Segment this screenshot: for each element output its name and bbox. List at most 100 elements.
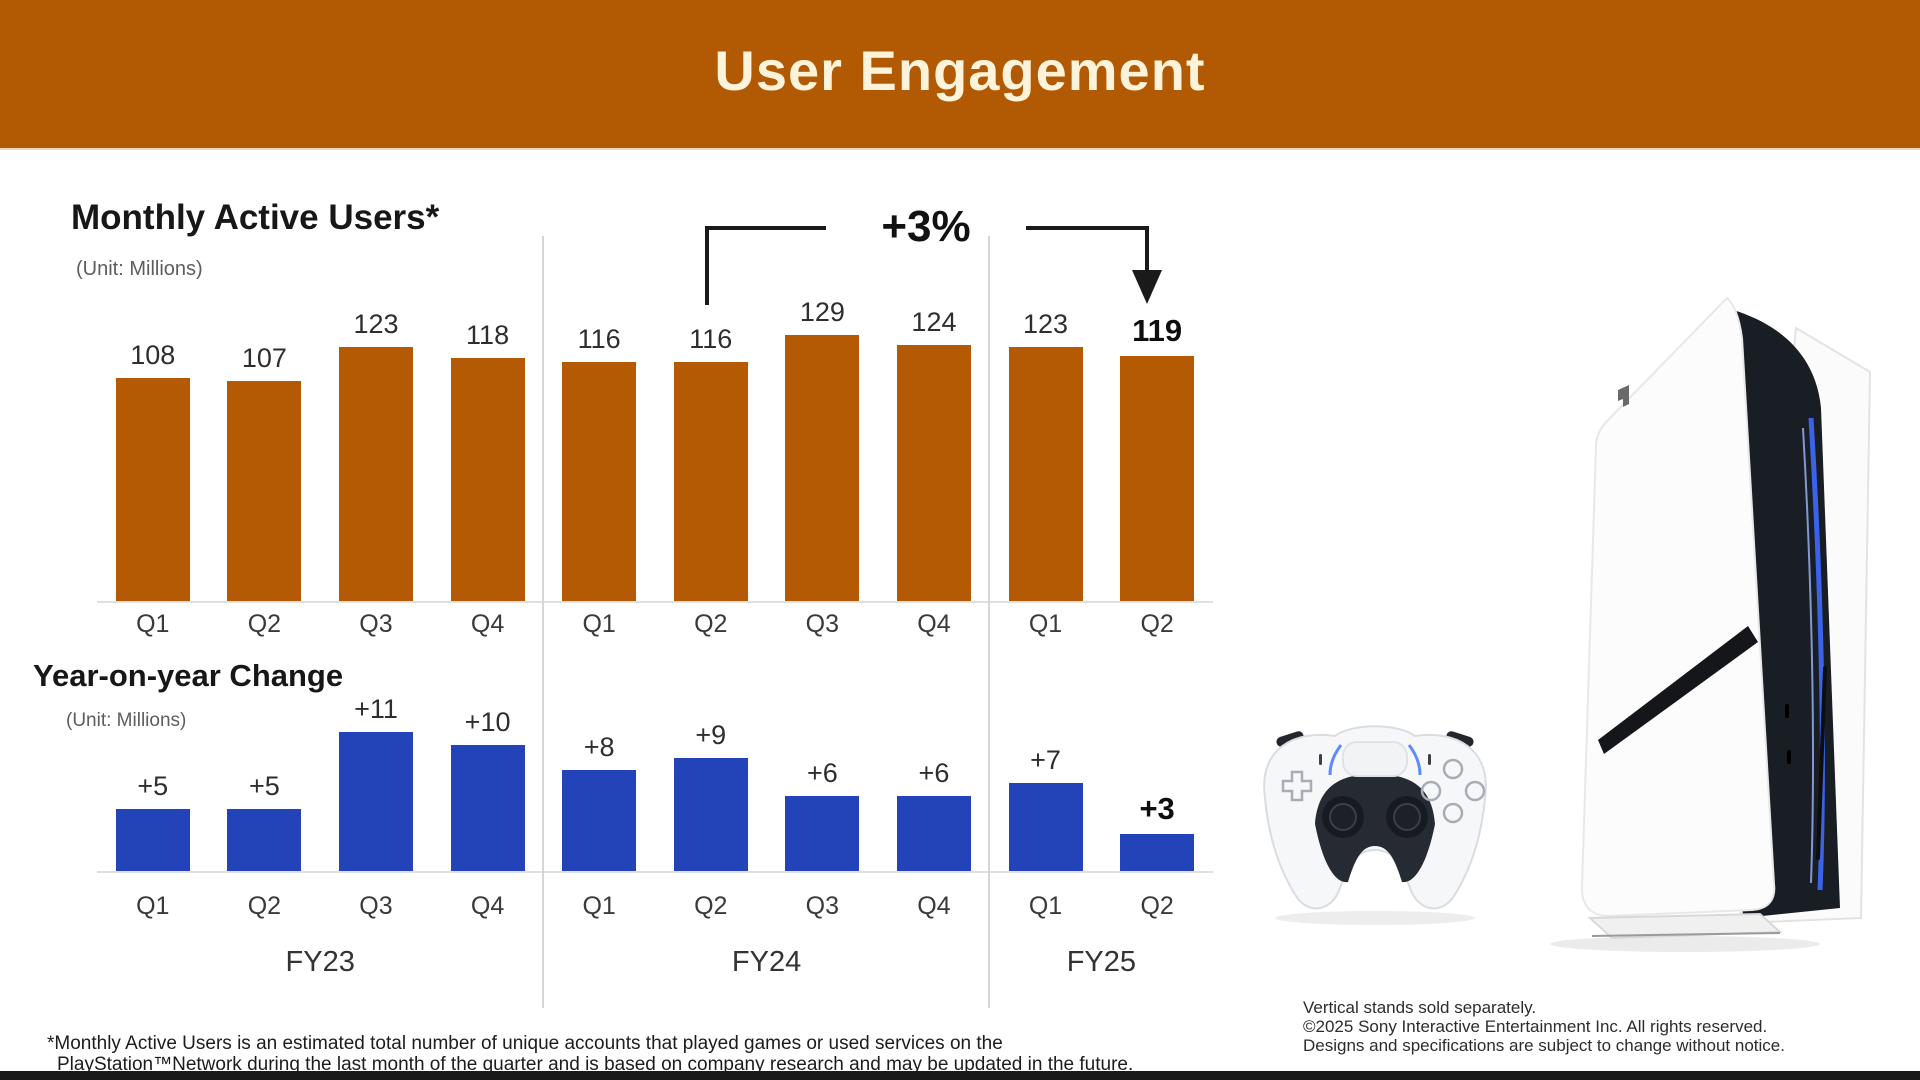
mau-quarter-labels: Q1 Q2 Q3 Q4 Q1 Q2 Q3 Q4 Q1 Q2	[97, 610, 1213, 639]
bar-value-label: 123	[1023, 309, 1069, 340]
header-bar: User Engagement	[0, 0, 1920, 150]
bar-slot: 123	[990, 309, 1102, 602]
yoy-quarter-labels: Q1 Q2 Q3 Q4 Q1 Q2 Q3 Q4 Q1 Q2	[97, 892, 1213, 921]
bar-value-label: +9	[695, 719, 727, 750]
bar-slot: 124	[878, 307, 990, 602]
bar-slot: +6	[767, 758, 879, 872]
mau-bar-chart: 108 107 123 118 116 116 129 124 123 119	[97, 238, 1213, 602]
mau-chart-unit: (Unit: Millions)	[76, 258, 203, 280]
bar-slot: +9	[655, 720, 767, 872]
bar-value-label: +7	[1030, 745, 1061, 776]
bar	[562, 361, 637, 602]
bar-slot: 116	[543, 324, 655, 602]
bar	[338, 732, 413, 872]
bar-value-label: 124	[911, 307, 957, 338]
bar-value-label: +5	[137, 770, 169, 801]
bar	[227, 380, 302, 602]
bar-value-label: +6	[918, 757, 950, 788]
quarter-label: Q1	[582, 892, 616, 920]
bar-value-label: +3	[1139, 790, 1175, 826]
quarter-label: Q1	[1028, 892, 1063, 920]
quarter-label: Q2	[694, 610, 728, 638]
bar-slot: 129	[767, 297, 879, 602]
group-divider	[542, 236, 544, 1008]
bar	[450, 357, 525, 602]
footnote-line: PlayStation™Network during the last mont…	[57, 1054, 1134, 1075]
quarter-label: Q2	[1140, 610, 1174, 638]
bar	[562, 770, 637, 872]
bar	[1120, 833, 1195, 872]
bar	[896, 345, 971, 602]
fiscal-year-label: FY23	[285, 946, 355, 978]
bar-value-label: +6	[806, 757, 838, 788]
quarter-label: Q4	[917, 892, 951, 920]
yoy-bar-chart: +5 +5 +11 +10 +8 +9 +6 +6 +7 +3	[97, 694, 1213, 872]
quarter-label: Q2	[247, 892, 282, 920]
bar-value-label: +8	[583, 732, 615, 763]
bottom-bar	[0, 1071, 1920, 1080]
bar	[450, 745, 525, 872]
bar-slot: +6	[878, 758, 990, 872]
quarter-label: Q2	[694, 892, 728, 920]
bar-slot: 108	[97, 340, 209, 602]
bar-value-label: 119	[1132, 312, 1183, 348]
bar-value-label: 107	[241, 342, 287, 373]
bar	[338, 347, 413, 602]
footnote: *Monthly Active Users is an estimated to…	[47, 1033, 1133, 1075]
bar-slot: +5	[97, 770, 209, 872]
controller-shadow	[1275, 911, 1475, 925]
quarter-label: Q3	[359, 892, 393, 920]
bar-value-label: +5	[248, 770, 280, 801]
bar	[115, 808, 190, 872]
bar-slot: 118	[432, 320, 544, 602]
console-shadow	[1550, 936, 1820, 952]
bar-slot: 119	[1101, 313, 1213, 602]
bar-slot: +5	[209, 770, 321, 872]
bar-slot: 116	[655, 324, 767, 602]
bar	[785, 795, 860, 872]
bar	[227, 808, 302, 872]
product-note-line: Designs and specifications are subject t…	[1303, 1036, 1785, 1055]
bar-slot: +8	[543, 732, 655, 872]
bar-value-label: +10	[464, 707, 511, 737]
group-divider	[988, 236, 990, 1008]
quarter-label: Q4	[470, 610, 505, 638]
bar-value-label: 108	[130, 340, 176, 371]
ps5-product-image	[1263, 296, 1872, 952]
quarter-label: Q1	[582, 610, 616, 638]
bar-slot: 123	[320, 309, 432, 602]
quarter-label: Q3	[359, 610, 393, 638]
quarter-label: Q4	[917, 610, 951, 638]
quarter-label: Q2	[247, 610, 282, 638]
fiscal-year-label: FY25	[1066, 946, 1137, 978]
yoy-chart-unit: (Unit: Millions)	[66, 710, 187, 731]
bar-slot: +11	[320, 694, 432, 872]
bar	[1008, 783, 1083, 872]
quarter-label: Q4	[470, 892, 505, 920]
bar-slot: +10	[432, 707, 544, 872]
bar-value-label: 129	[799, 296, 845, 327]
bar	[785, 334, 860, 602]
quarter-label: Q1	[136, 892, 170, 920]
yoy-axis-line	[97, 871, 1213, 873]
bar-value-label: 116	[689, 323, 733, 354]
bar	[673, 361, 748, 602]
bar	[1120, 355, 1195, 602]
growth-annotation: +3%	[826, 200, 1026, 254]
bar	[896, 795, 971, 872]
bar	[673, 757, 748, 872]
mau-chart-title: Monthly Active Users*	[71, 198, 440, 237]
dpad-icon	[1281, 770, 1313, 802]
bar	[1008, 347, 1083, 602]
page-title: User Engagement	[714, 38, 1206, 102]
bar-slot: +7	[990, 745, 1102, 872]
product-note-line: ©2025 Sony Interactive Entertainment Inc…	[1303, 1017, 1768, 1036]
bar-value-label: 116	[577, 323, 621, 354]
footnote-line: *Monthly Active Users is an estimated to…	[47, 1033, 1003, 1054]
bar	[115, 378, 190, 602]
bar-slot: +3	[1101, 791, 1213, 872]
product-note-line: Vertical stands sold separately.	[1303, 998, 1537, 1017]
bar-value-label: 118	[466, 319, 510, 350]
bar-value-label: 123	[353, 309, 399, 340]
bar-slot: 107	[209, 343, 321, 602]
